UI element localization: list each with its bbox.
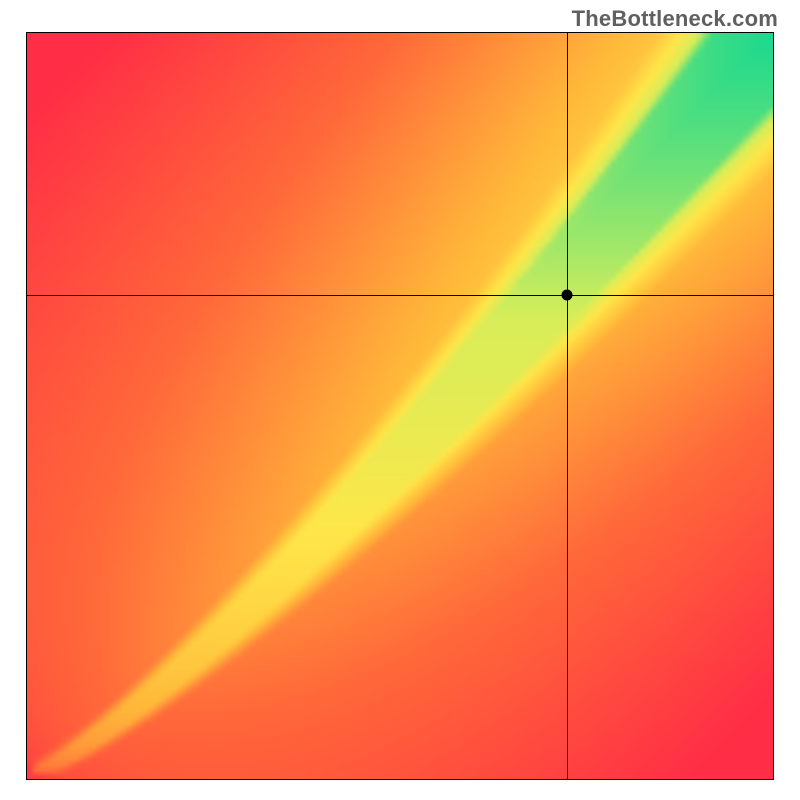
heatmap-plot [26,32,774,780]
watermark-text: TheBottleneck.com [572,6,778,32]
heatmap-canvas [27,33,773,779]
